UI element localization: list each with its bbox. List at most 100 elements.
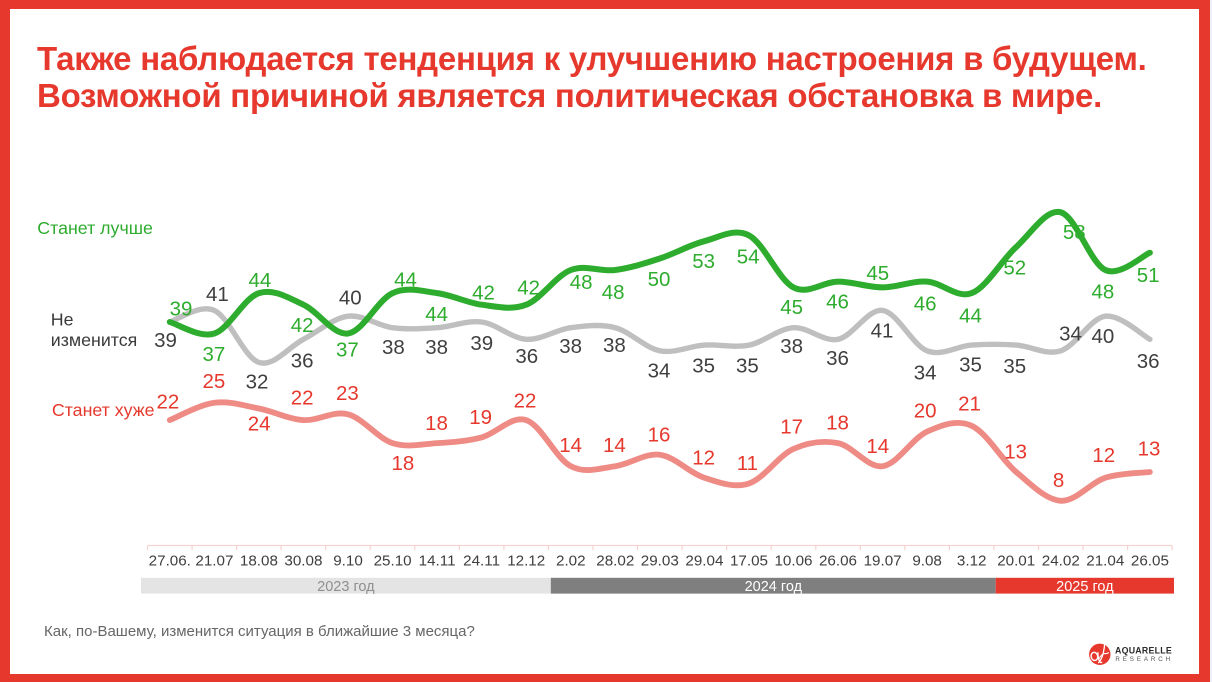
svg-text:40: 40 — [1091, 325, 1114, 348]
svg-text:41: 41 — [871, 320, 894, 343]
svg-text:39: 39 — [154, 329, 177, 352]
svg-text:18: 18 — [391, 452, 414, 475]
svg-text:19.07: 19.07 — [864, 553, 902, 570]
svg-text:2023 год: 2023 год — [317, 579, 375, 595]
svg-text:18.08: 18.08 — [240, 553, 278, 570]
svg-text:45: 45 — [866, 262, 889, 285]
svg-text:25.10: 25.10 — [374, 553, 412, 570]
svg-text:38: 38 — [425, 336, 448, 359]
svg-text:45: 45 — [780, 296, 803, 319]
svg-text:38: 38 — [603, 334, 626, 357]
svg-text:34: 34 — [1059, 322, 1082, 345]
svg-text:12: 12 — [1092, 444, 1115, 467]
svg-text:35: 35 — [692, 354, 715, 377]
svg-text:44: 44 — [248, 269, 271, 292]
svg-text:35: 35 — [1003, 355, 1026, 378]
svg-text:20: 20 — [914, 400, 937, 423]
svg-text:29.04: 29.04 — [685, 553, 723, 570]
svg-text:28.02: 28.02 — [596, 553, 634, 570]
svg-text:38: 38 — [559, 335, 582, 358]
svg-text:11: 11 — [737, 452, 758, 475]
svg-text:36: 36 — [1137, 350, 1160, 373]
svg-text:30.08: 30.08 — [284, 553, 322, 570]
svg-text:48: 48 — [602, 281, 625, 304]
svg-text:24.02: 24.02 — [1042, 553, 1080, 570]
svg-text:Станет хуже: Станет хуже — [52, 400, 155, 420]
svg-text:18: 18 — [826, 411, 849, 434]
svg-text:38: 38 — [382, 336, 405, 359]
svg-text:AQUARELLE: AQUARELLE — [1115, 645, 1172, 655]
svg-text:2024 год: 2024 год — [745, 579, 803, 595]
svg-text:36: 36 — [826, 347, 849, 370]
svg-text:32: 32 — [246, 371, 269, 394]
svg-text:42: 42 — [517, 276, 540, 299]
svg-text:39: 39 — [170, 297, 193, 320]
svg-text:2.02: 2.02 — [556, 553, 586, 570]
svg-text:42: 42 — [291, 314, 314, 337]
svg-text:23: 23 — [336, 382, 359, 405]
svg-text:35: 35 — [959, 353, 982, 376]
svg-text:9.10: 9.10 — [333, 553, 363, 570]
svg-text:24.11: 24.11 — [463, 553, 500, 570]
svg-text:Станет лучше: Станет лучше — [37, 218, 153, 238]
svg-text:22: 22 — [156, 390, 179, 413]
svg-text:3.12: 3.12 — [957, 553, 987, 570]
svg-text:12: 12 — [692, 447, 715, 470]
svg-text:36: 36 — [515, 345, 538, 368]
svg-text:42: 42 — [472, 282, 495, 305]
svg-text:36: 36 — [291, 349, 314, 372]
svg-text:48: 48 — [1091, 281, 1114, 304]
svg-text:13: 13 — [1138, 438, 1161, 461]
svg-text:54: 54 — [737, 246, 760, 269]
svg-text:17: 17 — [780, 416, 803, 439]
svg-text:2025 год: 2025 год — [1056, 579, 1114, 595]
svg-text:Как, по-Вашему, изменится ситу: Как, по-Вашему, изменится ситуация в бли… — [44, 623, 475, 640]
svg-text:48: 48 — [570, 271, 593, 294]
svg-text:22: 22 — [291, 386, 314, 409]
svg-text:22: 22 — [514, 389, 537, 412]
svg-text:37: 37 — [336, 339, 359, 362]
svg-text:14.11: 14.11 — [419, 553, 456, 570]
svg-text:53: 53 — [692, 250, 715, 273]
svg-text:9.08: 9.08 — [912, 553, 942, 570]
svg-text:17.05: 17.05 — [730, 553, 768, 570]
svg-text:13: 13 — [1004, 441, 1027, 464]
svg-text:RESEARCH: RESEARCH — [1115, 656, 1173, 663]
svg-text:34: 34 — [914, 361, 937, 384]
svg-text:34: 34 — [648, 360, 671, 383]
svg-text:16: 16 — [648, 423, 671, 446]
svg-text:26.06: 26.06 — [819, 553, 857, 570]
svg-text:44: 44 — [425, 303, 448, 326]
svg-text:35: 35 — [736, 354, 759, 377]
svg-text:39: 39 — [470, 332, 493, 355]
svg-text:14: 14 — [603, 434, 626, 457]
svg-text:44: 44 — [959, 304, 982, 327]
svg-text:40: 40 — [339, 287, 362, 310]
svg-text:51: 51 — [1137, 264, 1160, 287]
svg-text:44: 44 — [394, 269, 417, 292]
svg-text:Не: Не — [51, 310, 74, 330]
svg-text:38: 38 — [780, 335, 803, 358]
svg-text:21: 21 — [958, 392, 981, 415]
svg-text:14: 14 — [866, 435, 889, 458]
svg-text:50: 50 — [648, 268, 671, 291]
svg-text:26.05: 26.05 — [1131, 553, 1169, 570]
svg-text:14: 14 — [559, 434, 582, 457]
svg-text:41: 41 — [206, 283, 229, 306]
svg-text:46: 46 — [914, 292, 937, 315]
svg-text:27.06.: 27.06. — [149, 553, 191, 570]
svg-text:37: 37 — [202, 343, 225, 366]
svg-text:25: 25 — [202, 370, 225, 393]
svg-text:46: 46 — [826, 291, 849, 314]
svg-text:8: 8 — [1053, 469, 1064, 492]
svg-text:12.12: 12.12 — [507, 553, 545, 570]
svg-text:29.03: 29.03 — [641, 553, 679, 570]
svg-text:19: 19 — [469, 406, 492, 429]
svg-text:18: 18 — [425, 412, 448, 435]
svg-text:52: 52 — [1003, 257, 1026, 280]
svg-text:20.01: 20.01 — [997, 553, 1035, 570]
svg-text:изменится: изменится — [51, 330, 137, 350]
svg-text:24: 24 — [248, 413, 271, 436]
svg-text:21.04: 21.04 — [1086, 553, 1124, 570]
svg-text:21.07: 21.07 — [195, 553, 233, 570]
